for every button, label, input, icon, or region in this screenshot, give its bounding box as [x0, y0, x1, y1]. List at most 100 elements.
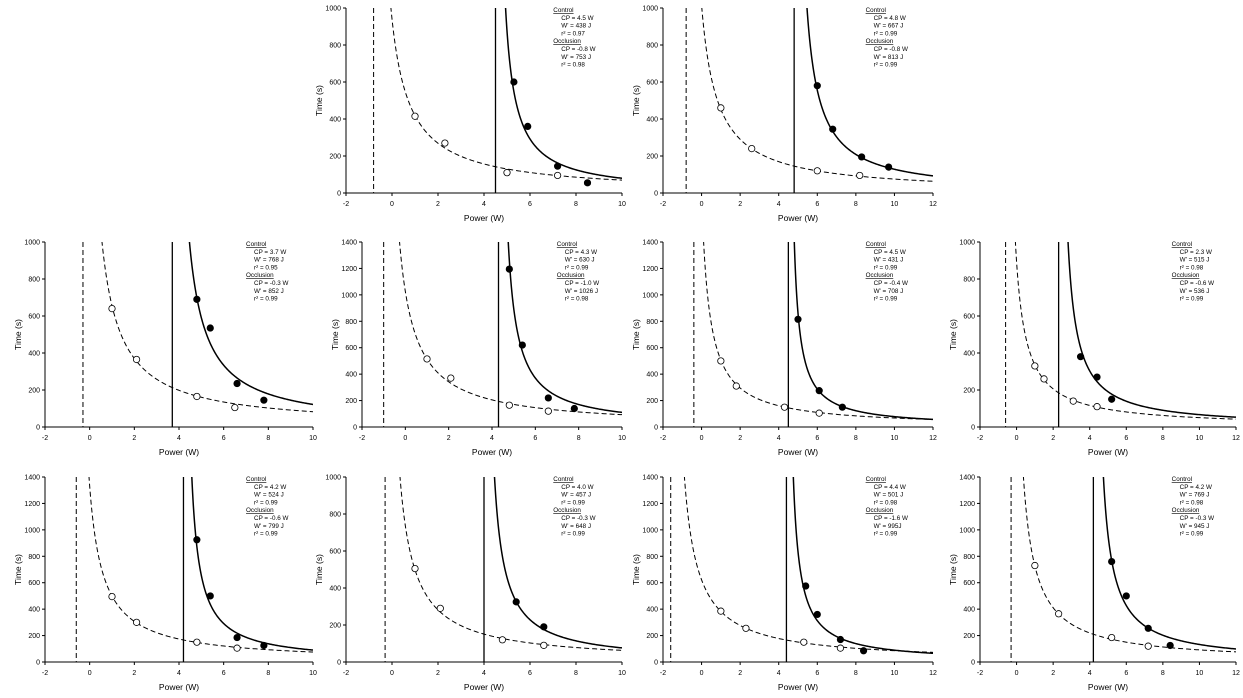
x-tick-label: -2	[343, 670, 349, 677]
y-axis-label: Time (s)	[314, 554, 324, 585]
occlusion-data-point	[815, 409, 823, 417]
occlusion-data-point	[193, 638, 201, 646]
annotation-heading: Occlusion	[1172, 272, 1200, 279]
occlusion-fit-curve	[390, 8, 622, 181]
x-tick-label: 0	[1015, 435, 1019, 442]
y-tick-label: 400	[329, 586, 341, 593]
x-tick-label: 0	[700, 670, 704, 677]
x-tick-label: 6	[528, 670, 532, 677]
annotation-line: W' = 945 J	[1180, 523, 1210, 530]
plot-area	[373, 8, 622, 193]
annotation-line: r² = 0.95	[254, 264, 278, 271]
control-data-point	[524, 122, 532, 131]
y-tick-label: 400	[963, 607, 975, 614]
x-tick-label: -2	[660, 670, 666, 677]
x-tick-label: 8	[574, 201, 578, 208]
occlusion-data-point	[544, 407, 552, 415]
x-tick-label: 10	[618, 201, 626, 208]
y-axis-label: Time (s)	[631, 85, 641, 116]
y-tick-label: 1000	[642, 6, 658, 13]
annotation-heading: Control	[866, 7, 886, 14]
y-tick-label: 1400	[341, 240, 357, 247]
annotation-line: CP = 2.3 W	[1180, 249, 1212, 256]
y-tick-label: 1200	[24, 501, 40, 508]
x-tick-label: 0	[390, 670, 394, 677]
annotation-heading: Occlusion	[866, 38, 894, 45]
x-tick-label: 10	[891, 201, 899, 208]
control-data-point	[540, 623, 548, 631]
x-tick-label: 2	[436, 201, 440, 208]
x-tick-label: 8	[854, 201, 858, 208]
y-tick-label: 600	[329, 80, 341, 87]
x-tick-label: 2	[447, 435, 451, 442]
y-tick-label: 600	[345, 345, 357, 352]
y-axis-label: Time (s)	[13, 554, 23, 585]
annotation-line: CP = 4.0 W	[561, 484, 593, 491]
occlusion-data-point	[193, 392, 201, 401]
control-data-point	[813, 82, 821, 90]
annotation-line: W' = 769 J	[1180, 492, 1210, 499]
y-tick-label: 600	[28, 314, 40, 321]
y-tick-label: 800	[345, 319, 357, 326]
annotation-line: CP = 4.3 W	[565, 249, 597, 256]
x-tick-label: 10	[618, 435, 626, 442]
control-fit-curve	[493, 477, 622, 649]
annotation-line: W' = 799 J	[254, 523, 284, 530]
y-tick-label: 1200	[341, 266, 357, 273]
occlusion-data-point	[856, 171, 864, 180]
annotation-line: CP = 4.8 W	[874, 15, 906, 22]
occlusion-data-point	[1040, 375, 1048, 383]
annotation-line: r² = 0.99	[874, 296, 898, 303]
occlusion-data-point	[813, 167, 821, 175]
control-fit-curve	[792, 477, 933, 655]
plot-area	[384, 477, 622, 662]
y-tick-label: 400	[345, 372, 357, 379]
y-tick-label: 1000	[24, 527, 40, 534]
x-tick-label: 2	[738, 435, 742, 442]
occlusion-data-point	[1069, 397, 1077, 405]
y-tick-label: 400	[646, 372, 658, 379]
annotation-heading: Occlusion	[1172, 507, 1200, 514]
control-data-point	[836, 635, 845, 644]
y-tick-label: 600	[963, 580, 975, 587]
x-tick-label: -2	[977, 435, 983, 442]
y-tick-label: 0	[353, 425, 357, 432]
control-data-point	[544, 394, 552, 402]
x-tick-label: 10	[618, 670, 626, 677]
chart-panel-10: -2 0 2 4 6 8 10 120200400600800100012001400Powe…	[948, 475, 1240, 693]
occlusion-data-point	[836, 644, 845, 652]
y-tick-label: 400	[646, 117, 658, 124]
y-tick-label: 800	[963, 554, 975, 561]
annotation-line: r² = 0.99	[874, 531, 898, 538]
x-tick-label: 12	[1232, 435, 1240, 442]
y-tick-label: 1400	[24, 475, 40, 482]
y-tick-label: 400	[28, 607, 40, 614]
control-data-point	[570, 404, 578, 413]
y-tick-label: 600	[963, 314, 975, 321]
occlusion-fit-curve	[1014, 242, 1236, 420]
x-tick-label: 6	[222, 670, 226, 677]
annotation-line: r² = 0.99	[1180, 296, 1204, 303]
y-tick-label: 1000	[642, 527, 658, 534]
annotation-line: CP = 4.4 W	[874, 484, 906, 491]
occlusion-data-point	[447, 374, 455, 382]
y-tick-label: 1000	[325, 475, 341, 482]
x-tick-label: 8	[1161, 435, 1165, 442]
x-tick-label: 0	[700, 435, 704, 442]
control-data-point	[206, 324, 214, 332]
control-data-point	[794, 315, 802, 323]
x-tick-label: 6	[815, 201, 819, 208]
annotation-line: W' = 457 J	[561, 492, 591, 499]
annotation-heading: Control	[866, 476, 886, 483]
x-tick-label: 2	[436, 670, 440, 677]
x-tick-label: 2	[738, 670, 742, 677]
control-fit-curve	[1067, 242, 1236, 418]
y-tick-label: 200	[329, 623, 341, 630]
occlusion-fit-curve	[683, 477, 933, 653]
occlusion-data-point	[717, 104, 725, 112]
control-data-point	[1108, 557, 1116, 566]
occlusion-data-point	[1055, 610, 1063, 618]
x-axis-label: Power (W)	[464, 213, 504, 223]
